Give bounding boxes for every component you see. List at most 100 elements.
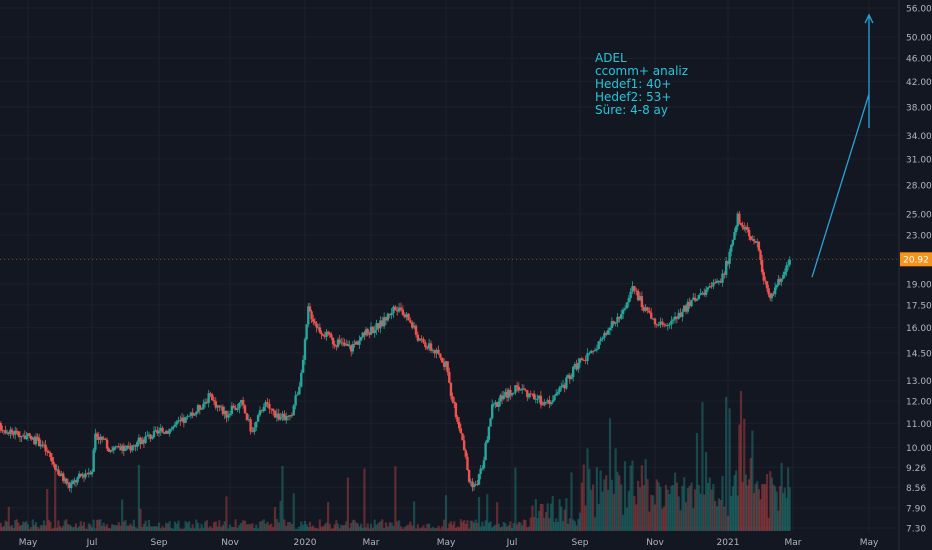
volume-bar [281, 465, 284, 531]
volume-bar [377, 522, 380, 531]
candle-body [63, 478, 66, 482]
candle [79, 473, 82, 478]
candle [221, 404, 225, 417]
volume-bar [23, 522, 26, 531]
candle [81, 472, 84, 479]
volume-bar [398, 520, 401, 531]
candle-body [505, 391, 509, 398]
candle [310, 309, 313, 323]
volume-bar [350, 522, 353, 531]
candle-body [733, 232, 736, 240]
candle-body [586, 353, 589, 362]
candle [184, 416, 187, 424]
candle-body [331, 337, 335, 345]
last-price-badge [900, 252, 932, 267]
candle-body [335, 345, 338, 347]
volume-bar [484, 520, 487, 531]
candle [315, 321, 318, 333]
candle-body [351, 344, 355, 352]
candle-body [41, 444, 44, 446]
volume-bar [74, 523, 78, 531]
candle-body [301, 359, 305, 373]
volume-bar [759, 499, 762, 531]
candle-body [78, 473, 81, 478]
candle-body [704, 289, 708, 295]
candle [18, 431, 22, 443]
candle [424, 340, 427, 350]
volume-bar [392, 525, 395, 531]
candle [331, 337, 335, 349]
time-axis[interactable]: May Jul Sep Nov 2020 Mar May Jul Sep Nov 2021 Mar Ma… [19, 538, 879, 548]
candle-body [157, 431, 161, 434]
candle-body [36, 436, 39, 439]
candle-body [756, 241, 759, 243]
candle-body [104, 438, 107, 440]
candle [196, 403, 200, 414]
candle [670, 316, 673, 330]
candle [73, 477, 76, 486]
volume-bar [507, 525, 510, 531]
price-tick-label: 10.00 [906, 444, 932, 454]
volume-bar [126, 525, 129, 531]
candle [636, 288, 640, 302]
volume-bar [670, 485, 673, 531]
candle-body [627, 298, 630, 303]
candle [65, 477, 68, 486]
projection-line[interactable] [811, 14, 870, 278]
candle [142, 437, 146, 448]
candle-body [168, 428, 171, 434]
candle-body [81, 474, 84, 476]
volume-bar [31, 519, 34, 531]
candle-body [783, 271, 787, 275]
volume-bar [287, 522, 290, 531]
volume-bar [388, 522, 391, 531]
volume-bar [63, 520, 66, 531]
candle-body [767, 288, 770, 295]
candle-body [405, 313, 408, 318]
analysis-annotation[interactable]: ADEL ccomm+ analiz Hedef1: 40+ Hedef2: 5… [595, 52, 688, 117]
candle-body [358, 340, 361, 345]
volume-bar [292, 493, 295, 531]
volume-bar [653, 504, 657, 531]
volume-bar [635, 504, 638, 531]
volume-bar [748, 479, 751, 531]
candle [638, 292, 642, 301]
candle-body [401, 309, 405, 315]
time-tick-label: Mar [363, 538, 380, 548]
candle-body [721, 273, 724, 283]
volume-bar [504, 523, 507, 531]
volume-bar [744, 474, 747, 531]
candle [112, 445, 115, 454]
candle [392, 305, 395, 318]
volume-bar [369, 523, 373, 531]
candle-body [392, 306, 395, 313]
volume-bar [330, 528, 333, 531]
candle-body [26, 433, 30, 437]
candle [368, 331, 371, 339]
candle-body [409, 320, 412, 323]
volume-bar [561, 521, 565, 531]
candle-body [285, 416, 288, 421]
candle [234, 404, 237, 411]
volume-bar [650, 494, 653, 531]
candle [308, 302, 312, 312]
candle [399, 302, 403, 312]
volume-bar [730, 496, 733, 531]
candle-body [191, 412, 194, 416]
volume-bar [642, 485, 645, 531]
candle-body [441, 357, 444, 363]
candle [17, 430, 20, 438]
candle-body [683, 305, 686, 312]
candle-body [664, 325, 668, 327]
candle [258, 406, 262, 417]
candle [343, 338, 346, 347]
candle-body [388, 313, 391, 316]
last-price-marker: 20.92 [0, 252, 932, 267]
candle-body [688, 301, 691, 307]
volume-bar [356, 523, 359, 531]
volume-bar [97, 519, 100, 531]
candle [517, 382, 520, 393]
candle-body [435, 349, 438, 354]
candle-body [433, 350, 436, 354]
